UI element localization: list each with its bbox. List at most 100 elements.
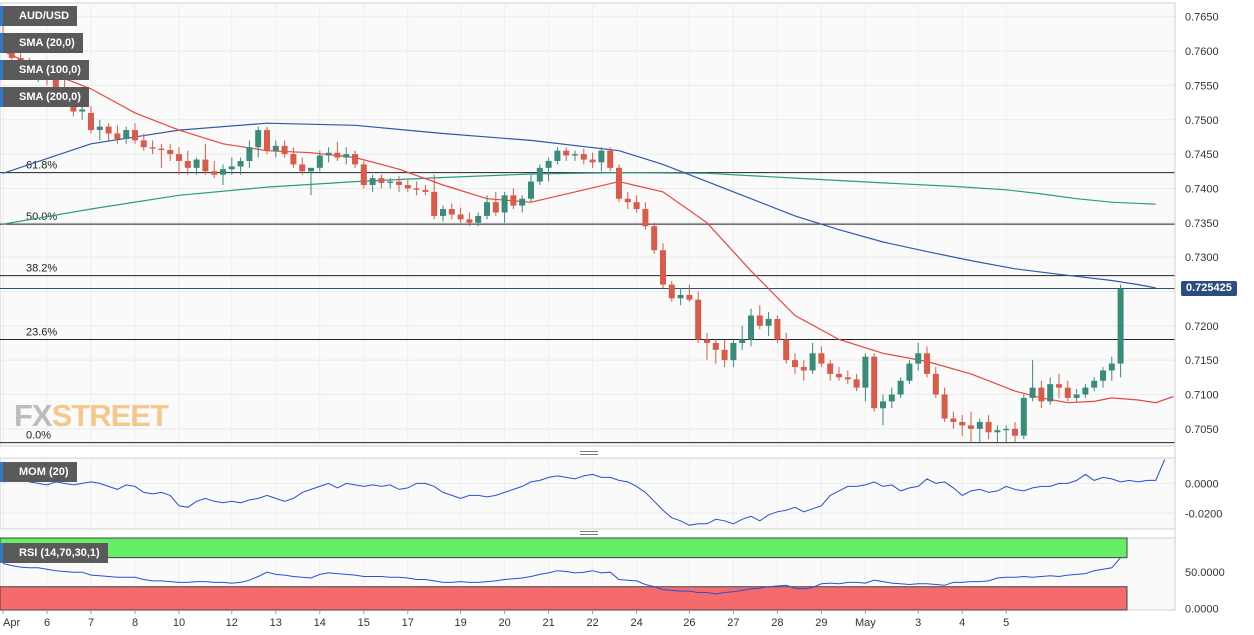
candle-body — [686, 294, 693, 300]
candle-body — [783, 339, 790, 361]
sma200-line — [2, 171, 1156, 225]
candle-body — [299, 164, 306, 172]
candle-body — [1003, 428, 1010, 431]
candle-down — [932, 367, 939, 398]
panel-resize-handle[interactable] — [580, 451, 598, 455]
candle-down — [431, 174, 438, 220]
y-tick-label: 0.7150 — [1185, 355, 1219, 367]
candle-down — [299, 157, 306, 175]
x-axis: Apr 6 7 8 10 12 13 14 15 17 19 20 21 22 24 26 27 28 29 May 3… — [2, 610, 1009, 629]
candle-up — [545, 157, 552, 182]
candle-body — [264, 130, 270, 151]
candle-body — [624, 198, 631, 203]
candle-up — [272, 140, 279, 158]
candle-up — [915, 342, 922, 371]
candle-body — [932, 373, 939, 395]
candle-up — [739, 325, 746, 350]
candle-down — [378, 174, 385, 189]
candle-body — [950, 418, 957, 422]
candle-body — [96, 126, 103, 131]
candle-body — [466, 219, 473, 223]
legend-sma200[interactable]: SMA (200,0) — [0, 87, 89, 107]
candle-down — [686, 284, 693, 302]
candle-up — [1073, 388, 1080, 402]
candle-body — [774, 318, 781, 340]
candle-down — [88, 106, 94, 134]
candle-body — [897, 380, 904, 395]
candle-up — [1108, 356, 1115, 381]
legend-mom[interactable]: MOM (20) — [0, 462, 77, 482]
candle-up — [343, 147, 350, 165]
candle-body — [255, 130, 262, 148]
x-tick-label: 6 — [44, 617, 50, 629]
candle-up — [730, 339, 737, 368]
candle-body — [431, 191, 438, 216]
candle-body — [448, 209, 455, 215]
grid — [0, 2, 1176, 611]
candle-up — [1047, 377, 1054, 405]
candle-up — [440, 205, 446, 222]
candle-up — [598, 147, 605, 172]
x-tick-label: 10 — [173, 617, 185, 629]
candle-down — [968, 411, 974, 443]
x-tick-label: 24 — [630, 617, 642, 629]
candle-down — [404, 180, 411, 192]
x-tick-label: May — [855, 617, 876, 629]
candle-body — [572, 154, 578, 156]
candle-body — [132, 130, 138, 141]
candle-body — [739, 339, 746, 343]
candle-body — [888, 394, 895, 402]
momentum-panel: 0.0000 -0.0200 — [0, 459, 1222, 526]
rsi-line — [2, 557, 1121, 595]
legend-sma20[interactable]: SMA (20,0) — [0, 33, 83, 53]
candle-body — [237, 160, 244, 167]
candle-up — [536, 164, 543, 186]
candle-body — [484, 202, 490, 216]
candle-body — [589, 159, 596, 163]
candle-down — [264, 126, 270, 155]
candle-up — [1091, 377, 1098, 392]
candle-body — [1091, 380, 1098, 388]
candle-down — [792, 353, 798, 374]
candle-down — [985, 415, 992, 440]
candle-down — [853, 373, 860, 392]
candle-down — [774, 315, 781, 343]
legend-rsi[interactable]: RSI (14,70,30,1) — [0, 543, 108, 563]
candle-body — [457, 214, 464, 220]
x-tick-label: 4 — [959, 617, 965, 629]
candle-down — [959, 415, 966, 436]
panel-resize-handle[interactable] — [580, 531, 598, 535]
candle-down — [466, 212, 473, 227]
candle-body — [985, 421, 992, 433]
candle-body — [404, 185, 411, 189]
legend-symbol[interactable]: AUD/USD — [0, 6, 78, 26]
rsi-overbought-zone — [0, 537, 1128, 559]
candle-body — [272, 145, 279, 151]
candle-body — [730, 342, 737, 361]
candle-up — [246, 140, 253, 168]
candle-body — [352, 154, 358, 165]
candle-up — [888, 387, 895, 409]
candle-down — [871, 353, 878, 412]
candle-up — [1117, 284, 1124, 378]
candle-up — [748, 308, 754, 347]
candle-body — [545, 160, 552, 168]
x-tick-label: 27 — [727, 617, 739, 629]
mom-line — [2, 459, 1166, 526]
candle-up — [572, 150, 578, 161]
x-tick-label: 22 — [586, 617, 598, 629]
candle-body — [959, 421, 966, 426]
candle-down — [105, 123, 112, 141]
y-tick-label: 0.7400 — [1185, 183, 1219, 195]
candle-down — [836, 367, 842, 381]
candle-up — [1082, 384, 1089, 398]
candle-down — [140, 133, 147, 151]
legend-sma100[interactable]: SMA (100,0) — [0, 60, 89, 80]
candle-down — [396, 176, 402, 192]
candle-down — [941, 387, 948, 422]
candle-body — [413, 188, 420, 190]
candle-up — [897, 377, 904, 398]
y-tick-label: 0.7050 — [1185, 424, 1219, 436]
candle-body — [184, 160, 191, 168]
mom-panel-frame — [0, 457, 1176, 530]
